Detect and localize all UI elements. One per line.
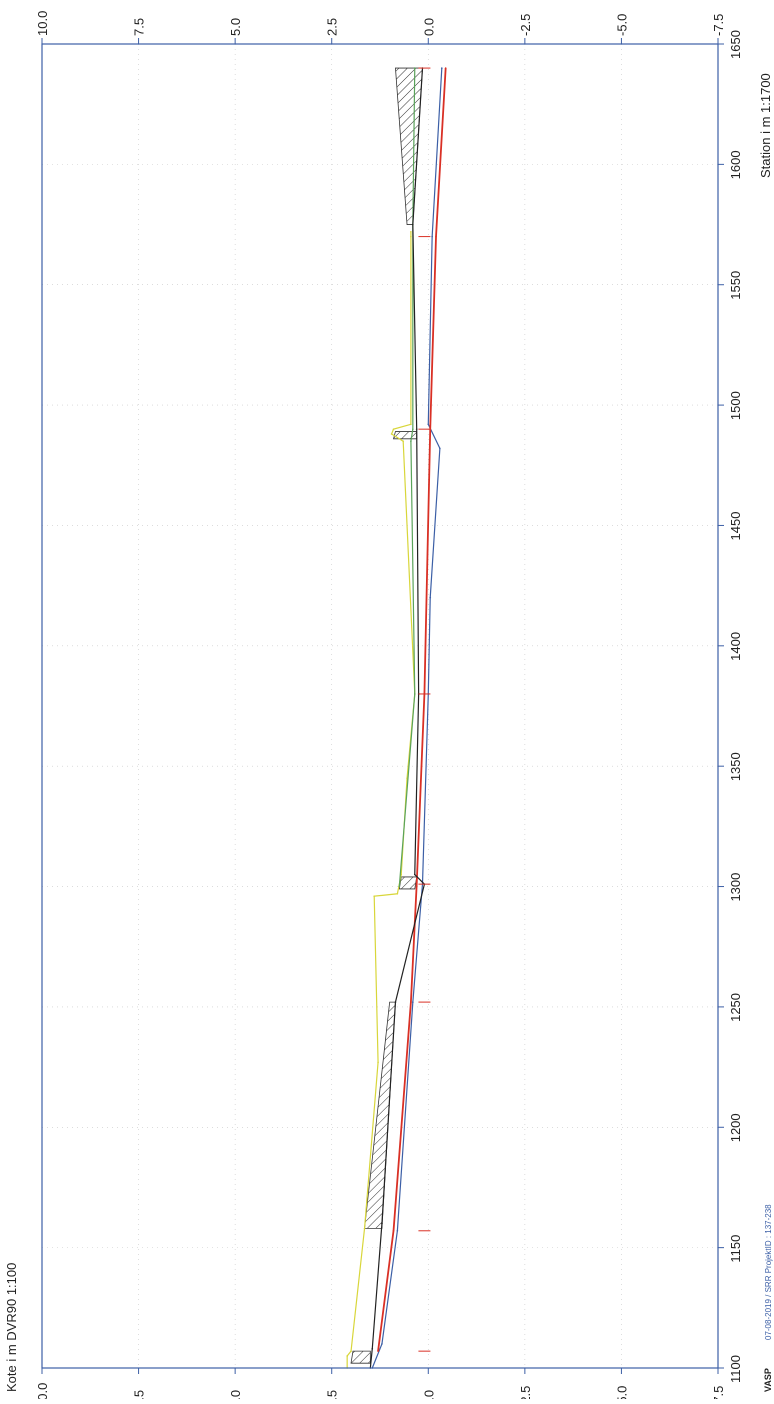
green_line-point: [398, 885, 401, 888]
red_line-point: [444, 67, 447, 69]
x-tick-label: 1200: [728, 1113, 743, 1142]
x-tick-label: 1400: [728, 632, 743, 661]
green_line-point: [412, 428, 414, 430]
terrain-point: [350, 1350, 352, 1352]
terrain-point: [377, 1061, 379, 1064]
y-tick-label-bottom: 0.0: [421, 1390, 436, 1399]
y-tick-label-bottom: -5.0: [614, 1386, 629, 1399]
terrain-point: [373, 895, 376, 897]
y-tick-label-top: 5.0: [228, 18, 243, 36]
plot-frame: [41, 43, 719, 1369]
y-tick-label-bottom: -2.5: [518, 1386, 533, 1399]
terrain-point: [410, 235, 412, 238]
y-tick-label-top: 0.0: [421, 18, 436, 36]
red_line-point: [415, 883, 418, 885]
terrain-point: [363, 1227, 366, 1230]
blue_line-point: [429, 596, 432, 599]
black_line-point: [415, 428, 418, 430]
x-axis-title: Station i m 1:1700: [758, 73, 773, 178]
green_line-point: [413, 693, 416, 695]
y-tick-label-bottom: -7.5: [711, 1386, 726, 1399]
hatched-sections: [350, 67, 423, 1364]
y-tick-label-bottom: 2.5: [325, 1390, 340, 1399]
y-tick-label-top: 7.5: [132, 18, 147, 36]
x-tick-label: 1150: [728, 1235, 743, 1263]
green_line-series: [398, 68, 416, 887]
hatched-section: [395, 67, 423, 225]
blue_line-point: [441, 67, 443, 69]
terrain-point: [402, 440, 404, 443]
y-axis-title: Kote i m DVR90 1:100: [4, 1263, 19, 1392]
axes: 10.0 10.0 7.5 7.5 5.0 5.0 2.5 2.5 0.0 0.0 -2.5 -2.5…: [35, 11, 743, 1404]
terrain-point: [346, 1355, 348, 1357]
x-tick-label: 1600: [728, 150, 743, 179]
blue_line-point: [396, 1229, 399, 1232]
terrain-point: [390, 433, 393, 435]
x-tick-label: 1500: [728, 391, 743, 420]
hatched-section: [398, 876, 418, 890]
hatched-section: [350, 1350, 371, 1364]
y-tick-label-top: -5.0: [614, 14, 629, 36]
x-tick-label: 1350: [728, 752, 743, 781]
x-tick-label: 1450: [728, 512, 743, 541]
x-tick-label: 1100: [728, 1355, 743, 1383]
footer-text: 07-08-2019 / SRR ProjektID : 137-238: [764, 1204, 773, 1340]
black_line-point: [371, 1347, 374, 1350]
blue_line-point: [381, 1343, 383, 1345]
x-tick-label: 1250: [728, 993, 743, 1022]
black_line-point: [394, 1001, 397, 1003]
x-tick-label: 1300: [728, 873, 743, 902]
y-tick-label-top: 10.0: [35, 11, 50, 36]
green_line-point: [413, 67, 416, 69]
y-tick-label-bottom: 10.0: [35, 1383, 50, 1399]
blue_line-point: [431, 235, 433, 238]
black_line-series: [369, 68, 426, 1369]
blue_line-point: [427, 423, 430, 426]
red_line-point: [435, 235, 437, 238]
black_line-point: [381, 1222, 383, 1225]
red_line-series: [377, 68, 447, 1352]
y-tick-label-top: -2.5: [518, 14, 533, 36]
red_line-point: [377, 1350, 379, 1352]
red_line-point: [410, 1001, 412, 1003]
hatched-section: [364, 1001, 396, 1229]
y-tick-label-top: 2.5: [325, 18, 340, 36]
terrain-point: [410, 230, 412, 233]
green_line-point: [410, 440, 412, 443]
terrain-point: [396, 892, 399, 895]
series: [346, 67, 447, 1369]
terrain-point: [410, 423, 412, 426]
y-tick-label-bottom: 5.0: [228, 1390, 243, 1399]
y-tick-label-top: -7.5: [711, 14, 726, 36]
x-tick-label: 1650: [728, 30, 743, 59]
blue_line-point: [412, 1001, 414, 1003]
vasp-logo: VASP: [763, 1368, 773, 1392]
blue_line-point: [439, 447, 441, 450]
black_line-point: [413, 873, 416, 876]
black_line-point: [412, 223, 414, 226]
y-tick-label-bottom: 7.5: [132, 1390, 147, 1399]
x-tick-label: 1550: [728, 271, 743, 300]
terrain-point: [392, 428, 395, 430]
red_line-point: [392, 1229, 395, 1232]
